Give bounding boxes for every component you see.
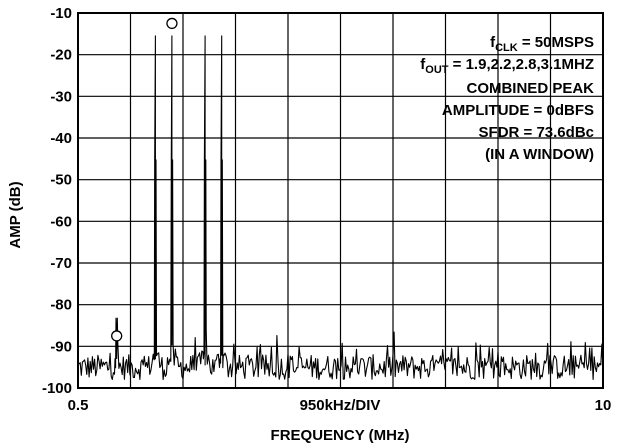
x-axis-title: FREQUENCY (MHz) (271, 427, 410, 444)
x-tick-label-start: 0.5 (68, 397, 89, 414)
annotation-line-2: AMPLITUDE = 0dBFS (442, 102, 594, 119)
x-tick-label-end: 10 (595, 397, 612, 414)
y-tick-label: -90 (50, 338, 72, 355)
y-tick-label: -40 (50, 130, 72, 147)
y-tick-label: -20 (50, 47, 72, 64)
y-tick-label: -50 (50, 172, 72, 189)
annotation-box: fCLK = 50MSPS fOUT = 1.9,2.2,2.8,3.1MHZ … (420, 34, 594, 163)
marker-layer (111, 17, 178, 342)
annotation-line-4: (IN A WINDOW) (485, 146, 594, 163)
grid (78, 13, 603, 388)
y-tick-label: -10 (50, 5, 72, 22)
y-tick-label: -80 (50, 297, 72, 314)
x-tick-labels: 0.5 950kHz/DIV 10 (68, 397, 612, 414)
y-tick-label: -70 (50, 255, 72, 272)
marker-circle (166, 17, 178, 30)
fout-label: fOUT = 1.9,2.2,2.8,3.1MHZ (420, 56, 594, 76)
x-tick-label-div: 950kHz/DIV (300, 397, 381, 414)
y-axis-title: AMP (dB) (7, 181, 24, 248)
fclk-label: fCLK = 50MSPS (490, 34, 594, 54)
marker-circle (111, 330, 123, 342)
plot-frame (77, 12, 604, 389)
annotation-line-3: SFDR = 73.6dBc (479, 124, 594, 141)
spectrum-trace (77, 35, 604, 381)
y-tick-label: -30 (50, 88, 72, 105)
y-tick-label: -100 (42, 380, 72, 397)
y-tick-labels: -10 -20 -30 -40 -50 -60 -70 -80 -90 -100 (42, 5, 72, 397)
y-tick-label: -60 (50, 213, 72, 230)
annotation-line-1: COMBINED PEAK (466, 80, 594, 97)
